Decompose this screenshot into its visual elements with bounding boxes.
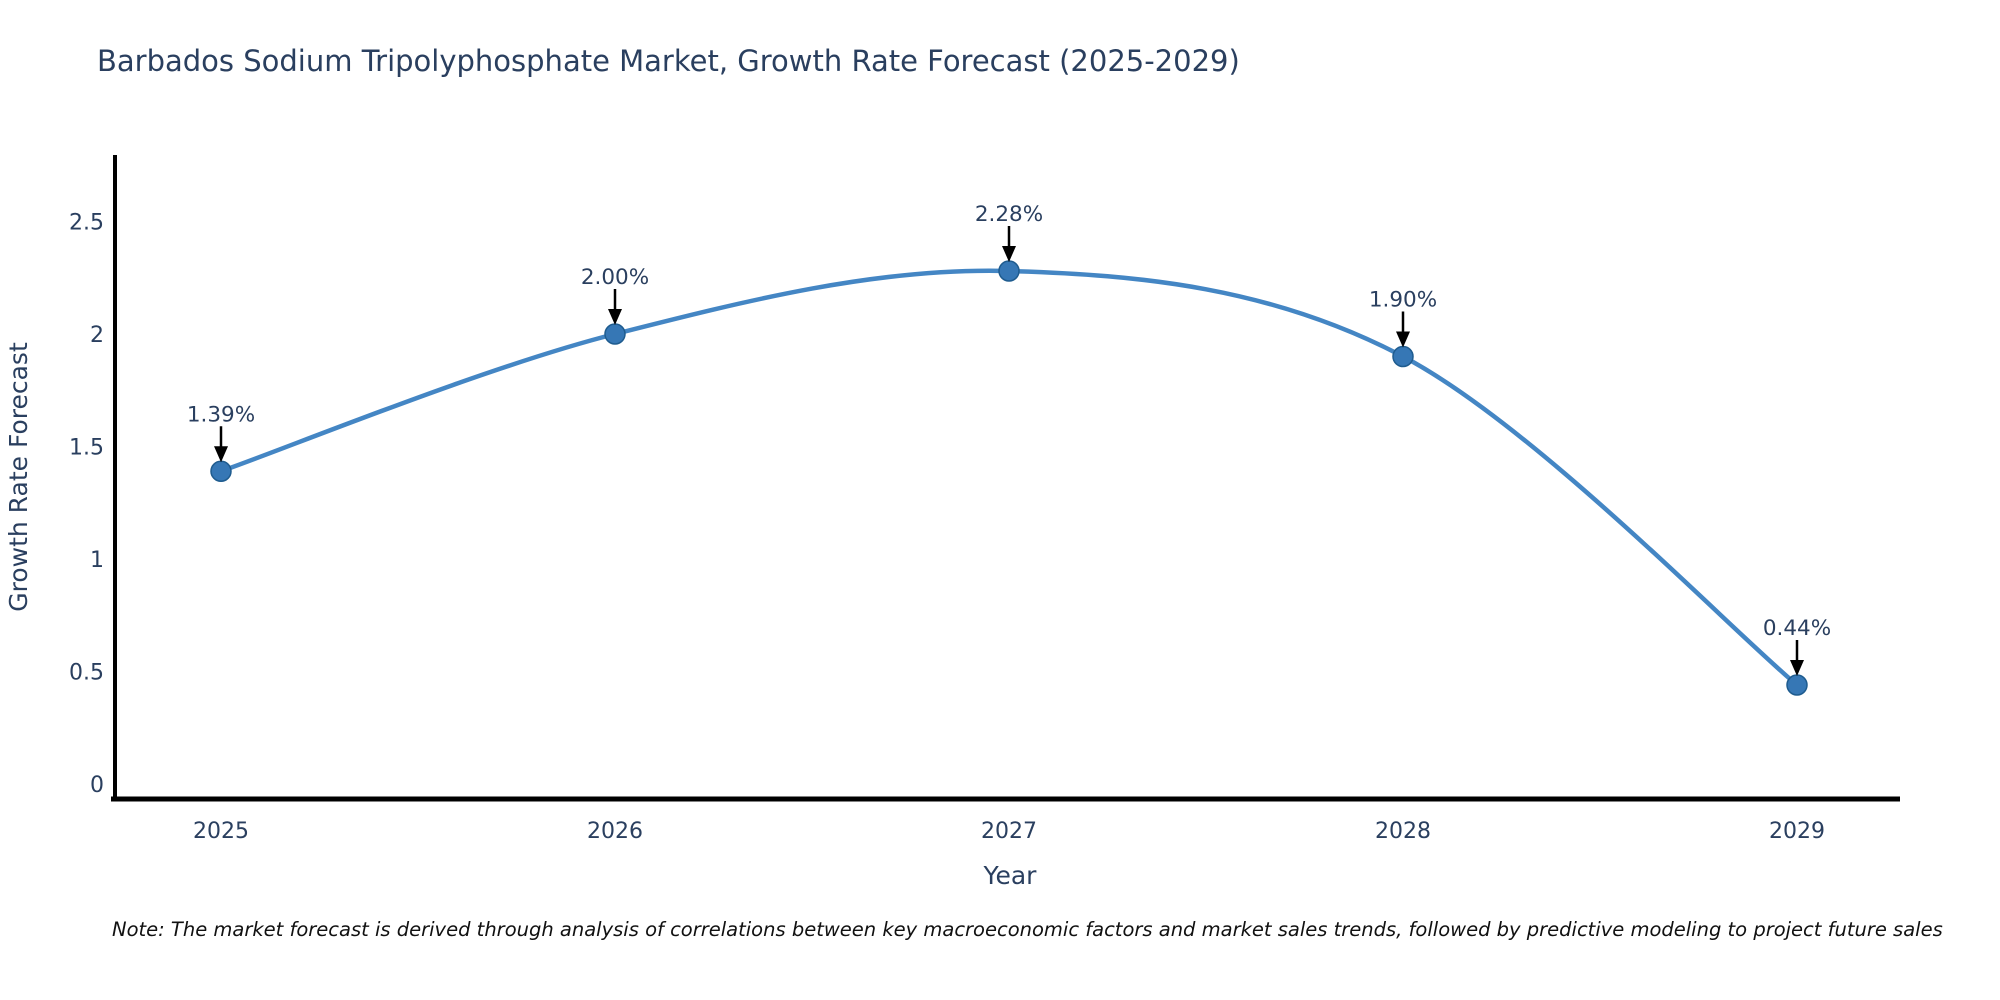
data-point-2026[interactable] [604,323,626,345]
data-point-2025[interactable] [210,460,232,482]
annotation-arrowhead [1396,331,1410,348]
annotation-arrowhead [608,309,622,325]
point-label: 0.44% [1763,616,1831,641]
point-label: 2.00% [581,265,649,290]
annotation-arrowhead [214,446,228,463]
y-tick-label: 2 [90,323,104,348]
y-axis-title: Growth Rate Forecast [4,342,33,612]
x-tick-label: 2026 [587,819,643,844]
x-tick-label: 2027 [981,819,1037,844]
y-tick-label: 1 [90,548,104,573]
line-series [218,268,1800,688]
chart-title: Barbados Sodium Tripolyphosphate Market,… [97,44,1240,78]
point-label: 2.28% [975,202,1043,227]
footnote: Note: The market forecast is derived thr… [112,918,1943,941]
point-label: 1.39% [187,402,255,427]
y-tick-label: 2.5 [69,211,104,236]
x-tick-label: 2025 [193,819,249,844]
data-point-2027[interactable] [998,260,1020,282]
data-point-2028[interactable] [1392,345,1414,368]
y-tick-label: 1.5 [69,436,104,461]
annotation-arrowhead [1002,246,1016,262]
point-label: 1.90% [1369,288,1437,313]
data-point-2029[interactable] [1786,674,1808,696]
x-tick-label: 2028 [1375,819,1431,844]
x-axis-title: Year [983,861,1038,890]
y-tick-label: 0.5 [69,661,104,686]
annotation-arrowhead [1790,660,1804,676]
y-tick-label: 0 [90,773,104,798]
x-tick-label: 2029 [1769,819,1825,844]
